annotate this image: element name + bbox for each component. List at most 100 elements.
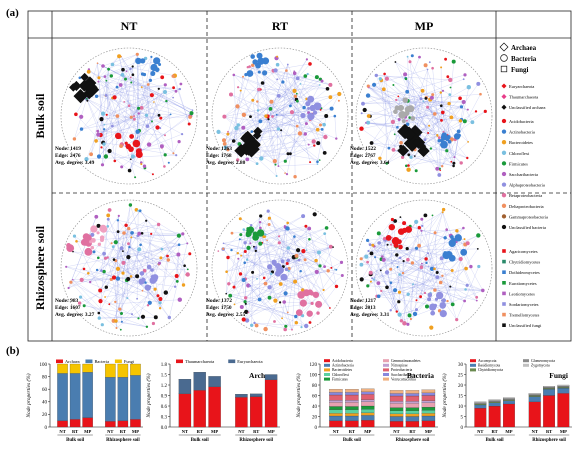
legend-swatch — [383, 368, 389, 372]
network-node — [378, 77, 382, 81]
network-node — [477, 264, 481, 269]
network-node — [453, 156, 456, 159]
network-node — [277, 165, 280, 168]
network-node — [459, 105, 464, 109]
x-tick-label: RT — [253, 429, 259, 434]
network-node — [408, 60, 412, 64]
panel-a-label: (a) — [6, 7, 19, 19]
hub-node — [306, 310, 313, 317]
network-node — [155, 125, 160, 130]
network-node — [102, 142, 106, 146]
network-node — [112, 258, 116, 261]
bar-segment — [528, 393, 541, 395]
bar-segment — [421, 392, 436, 396]
network-node — [337, 91, 342, 97]
network-node — [96, 223, 101, 228]
network-node — [251, 63, 255, 67]
network-node — [98, 299, 103, 304]
network-node — [465, 283, 469, 287]
hub-node — [393, 109, 398, 114]
network-node — [317, 250, 321, 255]
network-node — [483, 109, 487, 113]
bar-segment — [421, 395, 436, 401]
bar-segment — [405, 410, 420, 415]
network-node — [318, 264, 322, 268]
network-node — [244, 309, 249, 314]
y-tick-label: 120 — [310, 363, 318, 368]
network-node — [111, 245, 115, 249]
network-node — [253, 321, 256, 325]
network-node — [151, 120, 153, 123]
network-node — [120, 312, 123, 315]
network-node — [242, 228, 246, 231]
network-node — [179, 82, 183, 86]
y-tick-label: 10 — [458, 405, 464, 410]
network-node — [233, 303, 236, 306]
legend-swatch — [114, 359, 122, 364]
network-node — [406, 292, 410, 296]
network-node — [263, 326, 268, 332]
hub-node — [312, 110, 318, 115]
network-node — [256, 109, 260, 112]
hub-node — [153, 57, 161, 65]
bar-segment — [405, 413, 420, 417]
hub-node — [243, 140, 260, 158]
network-node — [111, 124, 114, 128]
bar-segment — [528, 395, 541, 397]
network-node — [274, 163, 277, 166]
network-node — [245, 258, 249, 261]
taxon-legend-label: Tremellomycetes — [509, 313, 540, 318]
network-node — [128, 203, 133, 207]
hub-node — [128, 146, 134, 152]
network-node — [366, 114, 371, 118]
network-node — [106, 256, 109, 259]
network-node — [222, 142, 227, 146]
network-node — [466, 85, 471, 90]
hub-node — [410, 116, 416, 121]
taxa-legend: Archaea Bacteria Fungi Euryarchaeota Thaumar… — [499, 42, 548, 328]
network-node — [127, 168, 132, 173]
network-node — [229, 92, 233, 97]
bar-segment — [503, 397, 515, 399]
network-node — [315, 127, 320, 132]
network-node — [399, 216, 402, 219]
network-node — [263, 281, 268, 286]
network-node — [257, 87, 261, 92]
network-node — [404, 77, 408, 81]
bar-segment — [193, 390, 206, 428]
network-node — [286, 221, 290, 225]
y-tick-label: 0.6 — [161, 405, 168, 410]
chart-title: Archaea — [249, 371, 276, 380]
network-node — [295, 92, 298, 95]
network-node — [440, 66, 443, 69]
network-node — [461, 100, 466, 104]
network-node — [167, 161, 170, 164]
network-node — [359, 257, 363, 261]
bar-segment — [345, 409, 359, 414]
hub-node — [271, 259, 277, 265]
network-node — [102, 251, 106, 256]
network-node — [140, 86, 143, 89]
bar-segment — [57, 420, 68, 428]
y-tick-label: 1.2 — [161, 384, 168, 389]
network-node — [419, 295, 422, 299]
network-node — [133, 117, 136, 121]
hub-node — [427, 297, 432, 302]
network-node — [376, 294, 381, 299]
network-node — [120, 165, 124, 169]
legend-square — [502, 291, 506, 296]
network-node — [103, 75, 107, 78]
group-label: Bulk soil — [486, 438, 505, 443]
network-node — [465, 241, 470, 246]
network-node — [271, 115, 274, 118]
network-avg-degree: Avg. degree: 3.27 — [55, 312, 95, 318]
network-node — [295, 76, 300, 81]
network-node — [421, 224, 424, 227]
network-node — [137, 209, 140, 212]
column-header-mp: MP — [415, 19, 434, 33]
network-node — [414, 219, 419, 224]
bar-segment — [329, 406, 343, 410]
hub-node — [257, 70, 261, 74]
legend-label: Saccharibacteria — [391, 373, 416, 377]
group-label: Rhizosphere soil — [239, 438, 273, 443]
